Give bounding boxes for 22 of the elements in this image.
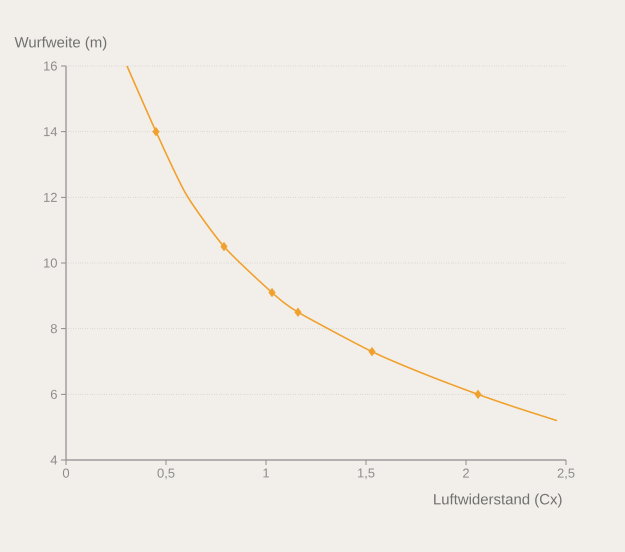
y-tick-label: 14 — [44, 127, 58, 136]
x-tick-label: 2,5 — [558, 468, 574, 480]
point — [294, 308, 302, 317]
y-tick-label: 8 — [50, 324, 57, 334]
point — [368, 346, 376, 356]
x-tick-label: 0 — [62, 468, 70, 478]
x-tick-label: 1 — [263, 468, 269, 478]
line-series — [126, 65, 558, 422]
y-tick-label: 16 — [44, 61, 57, 71]
point — [152, 126, 160, 136]
point — [474, 390, 482, 400]
y-tick-label: 4 — [50, 456, 58, 464]
point — [268, 288, 276, 298]
x-axis-title: Luftwiderstand (Cx) — [434, 494, 562, 508]
y-tick-label: 6 — [50, 390, 57, 399]
x-tick-label: 2 — [463, 468, 469, 478]
y-tick-label: 10 — [44, 258, 57, 268]
point — [220, 242, 228, 252]
y-tick-label: 12 — [44, 192, 57, 202]
y-axis-title: Wurfweite (m) — [14, 36, 106, 50]
x-tick-label: 0,5 — [158, 468, 174, 480]
x-tick-label: 1,5 — [358, 468, 374, 480]
